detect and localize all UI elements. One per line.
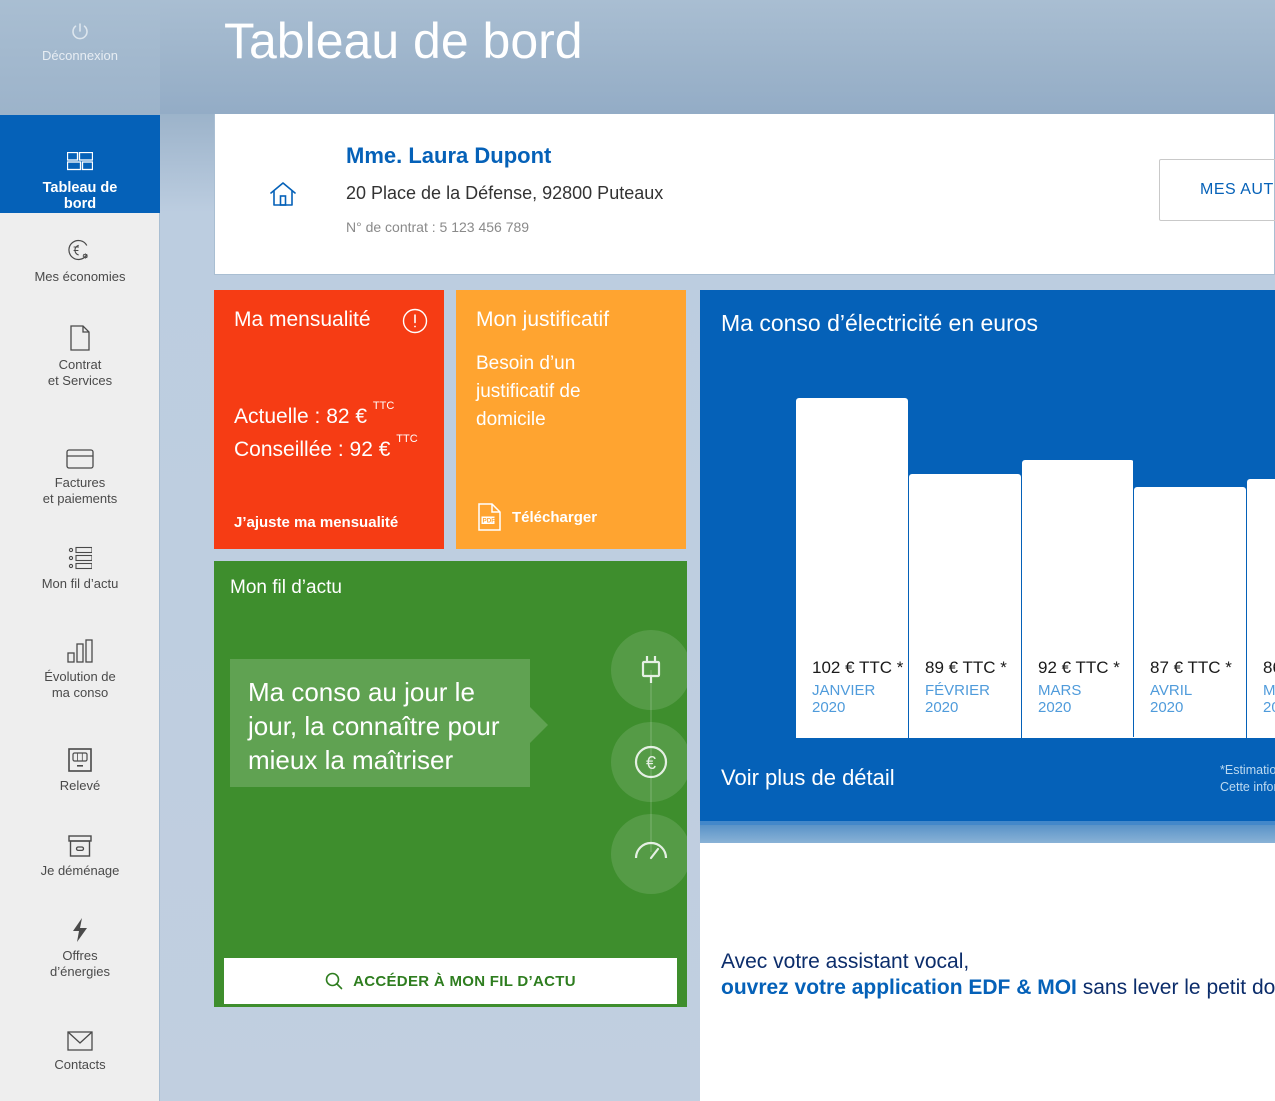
- svg-text:€: €: [646, 753, 656, 773]
- svg-text:PDF: PDF: [483, 518, 496, 525]
